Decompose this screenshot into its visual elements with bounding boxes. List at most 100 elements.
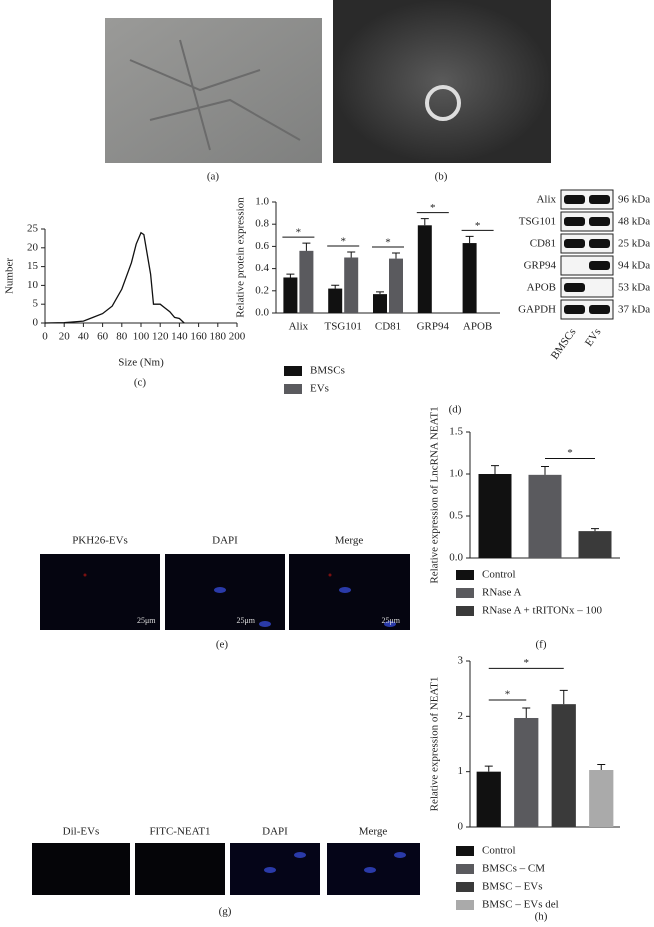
error-bar <box>347 251 356 258</box>
y-axis-label: Relative protein expression <box>235 197 247 318</box>
significance-star: * <box>505 689 511 701</box>
legend-label: RNase A + tRITONx – 100 <box>482 605 602 617</box>
legend-label: RNase A <box>482 587 521 599</box>
y-tick-label: 15 <box>27 260 39 272</box>
image-label: DAPI <box>262 826 288 838</box>
protein-label: APOB <box>527 282 556 294</box>
size-curve <box>44 231 185 324</box>
significance-star: * <box>524 657 530 669</box>
sample-label: EVs <box>583 326 604 348</box>
blot-frame <box>560 255 614 276</box>
x-tick-label: 160 <box>190 331 207 343</box>
scale-bar-label: 25μm <box>236 616 255 625</box>
kda-label: 94 kDa <box>618 260 650 272</box>
legend-swatch <box>456 588 474 598</box>
x-tick-label: APOB <box>463 321 492 333</box>
legend-label: BMSC – EVs del <box>482 899 559 911</box>
x-tick-label: 60 <box>97 331 109 343</box>
y-tick-label: 5 <box>33 298 39 310</box>
blot-band <box>564 239 585 248</box>
bar <box>514 717 539 827</box>
legend-swatch <box>456 882 474 892</box>
protein-label: TSG101 <box>519 216 556 228</box>
legend-swatch <box>456 606 474 616</box>
error-bar <box>465 235 474 244</box>
fluorescence-e <box>40 554 410 630</box>
x-tick-label: 0 <box>42 331 48 343</box>
y-tick-label: 1.5 <box>449 426 463 438</box>
x-axis-label: Size (Nm) <box>118 357 164 369</box>
significance-star: * <box>430 202 436 214</box>
y-tick-label: 0 <box>33 317 39 329</box>
protein-label: CD81 <box>530 238 556 250</box>
legend-swatch <box>284 384 302 394</box>
fluorescence-g <box>32 843 420 895</box>
blot-band <box>589 239 610 248</box>
error-bar <box>392 252 400 259</box>
panel-label: (h) <box>535 911 548 923</box>
x-tick-label: CD81 <box>375 321 401 333</box>
protein-label: Alix <box>536 194 556 206</box>
blot-band <box>564 283 585 292</box>
scale-bar-label: 25μm <box>137 616 156 625</box>
blot-frame <box>560 299 614 320</box>
x-tick-label: 120 <box>152 331 169 343</box>
legend-label: Control <box>482 569 516 581</box>
significance-star: * <box>385 237 391 249</box>
kda-label: 25 kDa <box>618 238 650 250</box>
bar <box>528 474 562 558</box>
kda-label: 53 kDa <box>618 282 650 294</box>
bar <box>373 294 387 313</box>
significance-star: * <box>296 227 302 239</box>
significance-star: * <box>340 235 346 247</box>
legend-swatch <box>456 900 474 910</box>
significance-star: * <box>475 220 481 232</box>
error-bar <box>522 707 531 718</box>
y-tick-label: 0 <box>458 821 464 833</box>
y-tick-label: 0.4 <box>255 262 269 274</box>
y-axis-label: Relative expression of LncRNA NEAT1 <box>429 406 441 583</box>
blot-band <box>589 195 610 204</box>
kda-label: 37 kDa <box>618 304 650 316</box>
panel-label: (a) <box>207 171 220 183</box>
y-tick-label: 1.0 <box>449 468 463 480</box>
micrograph-a <box>105 18 322 163</box>
x-tick-label: 100 <box>133 331 150 343</box>
error-bar <box>376 291 384 295</box>
error-bar <box>331 284 340 289</box>
panel-label: (g) <box>219 906 232 918</box>
panel-label: (b) <box>435 171 448 183</box>
error-bar <box>591 528 599 532</box>
kda-label: 48 kDa <box>618 216 650 228</box>
kda-label: 96 kDa <box>618 194 650 206</box>
bar <box>283 277 298 313</box>
error-bar <box>302 242 311 251</box>
error-bar <box>286 273 295 278</box>
error-bar <box>484 765 493 772</box>
x-tick-label: TSG101 <box>325 321 362 333</box>
x-tick-label: 20 <box>59 331 71 343</box>
y-tick-label: 20 <box>27 241 39 253</box>
vesicle <box>425 85 461 121</box>
panel-label: (f) <box>536 639 547 651</box>
image-label: Merge <box>359 826 388 838</box>
bar <box>299 250 314 313</box>
legend-swatch <box>456 570 474 580</box>
legend-label: Control <box>482 845 516 857</box>
panel-label: (d) <box>449 404 462 416</box>
bar <box>344 257 359 313</box>
image-label: Dil-EVs <box>63 826 100 838</box>
image-label: DAPI <box>212 535 238 547</box>
significance-star: * <box>567 447 573 459</box>
y-tick-label: 25 <box>27 223 39 235</box>
bar <box>328 288 343 313</box>
y-axis-label: Number <box>4 258 16 294</box>
image-label: Merge <box>335 535 364 547</box>
x-tick-label: 200 <box>229 331 246 343</box>
bar <box>462 243 477 313</box>
scale-bar-label: 25μm <box>381 616 400 625</box>
bar <box>389 258 403 313</box>
blot-frame <box>560 189 614 210</box>
x-tick-label: 80 <box>116 331 128 343</box>
